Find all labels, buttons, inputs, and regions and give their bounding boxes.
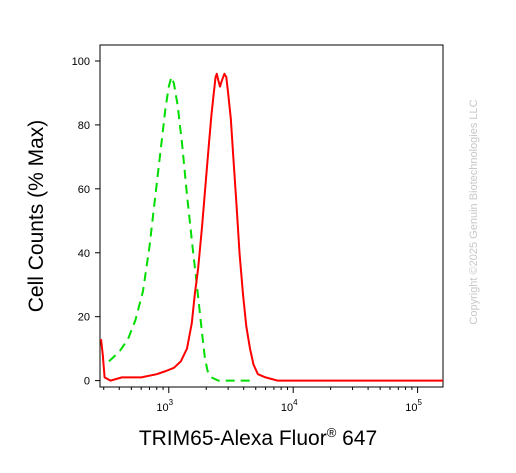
plot-frame	[99, 44, 444, 388]
x-tick-label-exponent: 3	[169, 398, 174, 407]
series-line-solid-red	[100, 72, 443, 382]
x-tick-label-base: 10	[281, 402, 293, 414]
series-layer	[100, 72, 443, 382]
x-axis-title: TRIM65-Alexa Fluor® 647	[139, 425, 377, 450]
x-tick-label: 104	[281, 398, 298, 414]
y-tick-label: 100	[72, 56, 90, 68]
y-tick-label: 0	[84, 376, 90, 388]
y-axis-ticks: 0 20 40 60 80 100	[72, 56, 100, 388]
y-axis-title: Cell Counts (% Max)	[25, 120, 48, 313]
series-line-dashed-green	[108, 76, 256, 382]
x-tick-label: 105	[405, 398, 422, 414]
x-tick-label-exponent: 5	[418, 398, 423, 407]
x-axis-title-main: TRIM65-Alexa Fluor	[139, 427, 327, 450]
x-axis-title-registered-mark: ®	[327, 425, 337, 440]
y-tick-label: 40	[78, 248, 90, 260]
x-tick-label: 103	[156, 398, 173, 414]
x-tick-label-base: 10	[405, 402, 417, 414]
y-tick-label: 20	[78, 312, 90, 324]
x-tick-label-base: 10	[156, 402, 168, 414]
y-tick-label: 60	[78, 184, 90, 196]
x-axis-ticks: 103 104 105	[103, 387, 423, 414]
y-tick-label: 80	[78, 120, 90, 132]
x-axis-title-suffix: 647	[336, 427, 377, 450]
x-tick-label-exponent: 4	[293, 398, 298, 407]
copyright-watermark: Copyright ©2025 Genuin Biotechnologies L…	[468, 99, 480, 324]
